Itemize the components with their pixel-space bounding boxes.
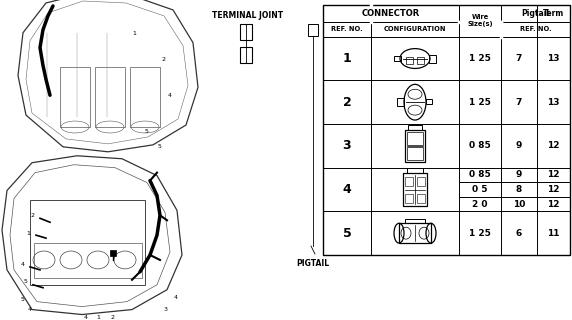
Text: CONFIGURATION: CONFIGURATION [384, 26, 446, 32]
Bar [426, 99, 432, 104]
Text: 2 0: 2 0 [472, 200, 488, 209]
Bar [407, 168, 423, 173]
Bar [399, 223, 431, 243]
Bar [397, 98, 404, 106]
Bar [60, 68, 90, 127]
Text: 4: 4 [168, 93, 172, 98]
Text: 0 85: 0 85 [469, 171, 491, 180]
Bar [408, 125, 422, 130]
Text: 4: 4 [28, 307, 32, 312]
Text: 3: 3 [164, 307, 168, 312]
Text: 2: 2 [31, 213, 35, 218]
Text: 1: 1 [96, 315, 100, 320]
Bar [240, 24, 252, 40]
Text: 1 25: 1 25 [469, 229, 491, 238]
Text: Term: Term [543, 9, 564, 18]
Text: 8: 8 [516, 185, 522, 194]
Bar [240, 47, 252, 62]
Text: 1: 1 [343, 52, 351, 65]
Bar [405, 130, 425, 162]
Bar [34, 243, 142, 278]
Text: 5: 5 [24, 279, 28, 284]
Text: 5: 5 [343, 227, 351, 240]
Bar [308, 24, 318, 36]
Bar [130, 68, 160, 127]
Text: 5: 5 [21, 297, 25, 302]
Bar [405, 177, 413, 186]
Text: 12: 12 [547, 171, 560, 180]
Text: 10: 10 [513, 200, 525, 209]
Text: 0 5: 0 5 [472, 185, 488, 194]
Bar [407, 147, 423, 160]
Bar [405, 194, 413, 203]
Bar [110, 250, 116, 256]
Text: REF. NO.: REF. NO. [331, 26, 363, 32]
Text: Pigtail: Pigtail [522, 9, 550, 18]
Text: 4: 4 [174, 295, 178, 300]
Text: 5: 5 [145, 130, 149, 134]
Text: 0 85: 0 85 [469, 141, 491, 150]
Text: 2: 2 [343, 96, 351, 109]
Bar [403, 173, 427, 206]
Bar [417, 177, 425, 186]
Bar [417, 57, 424, 63]
Text: 9: 9 [516, 141, 522, 150]
Text: 1: 1 [132, 31, 136, 36]
Bar [394, 56, 401, 60]
Bar [30, 200, 145, 285]
Text: 5: 5 [158, 144, 162, 149]
Text: 2: 2 [162, 57, 166, 62]
Text: Wire
Size(s): Wire Size(s) [467, 14, 493, 27]
Text: CONNECTOR: CONNECTOR [362, 9, 420, 18]
Text: 12: 12 [547, 200, 560, 209]
Bar [407, 132, 423, 145]
Text: 12: 12 [547, 141, 560, 150]
Bar [417, 194, 425, 203]
Text: 4: 4 [343, 183, 351, 196]
Text: 2: 2 [111, 315, 115, 320]
Text: 7: 7 [516, 54, 522, 63]
Bar [95, 68, 125, 127]
Text: 4: 4 [21, 262, 25, 268]
Text: 13: 13 [547, 98, 560, 107]
Text: 3: 3 [343, 139, 351, 152]
Text: 1 25: 1 25 [469, 98, 491, 107]
Bar [406, 57, 413, 63]
Text: PIGTAIL: PIGTAIL [296, 260, 329, 268]
Text: 4: 4 [84, 315, 88, 320]
Text: 6: 6 [516, 229, 522, 238]
Text: 1: 1 [26, 231, 30, 236]
Bar [323, 5, 570, 255]
Text: 1 25: 1 25 [469, 54, 491, 63]
Text: REF. NO.: REF. NO. [520, 26, 551, 32]
Text: 7: 7 [516, 98, 522, 107]
Bar [405, 219, 425, 223]
Text: 11: 11 [547, 229, 560, 238]
Text: 12: 12 [547, 185, 560, 194]
Bar [429, 55, 436, 62]
Text: 13: 13 [547, 54, 560, 63]
Text: 9: 9 [516, 171, 522, 180]
Text: TERMINAL JOINT: TERMINAL JOINT [212, 12, 284, 20]
